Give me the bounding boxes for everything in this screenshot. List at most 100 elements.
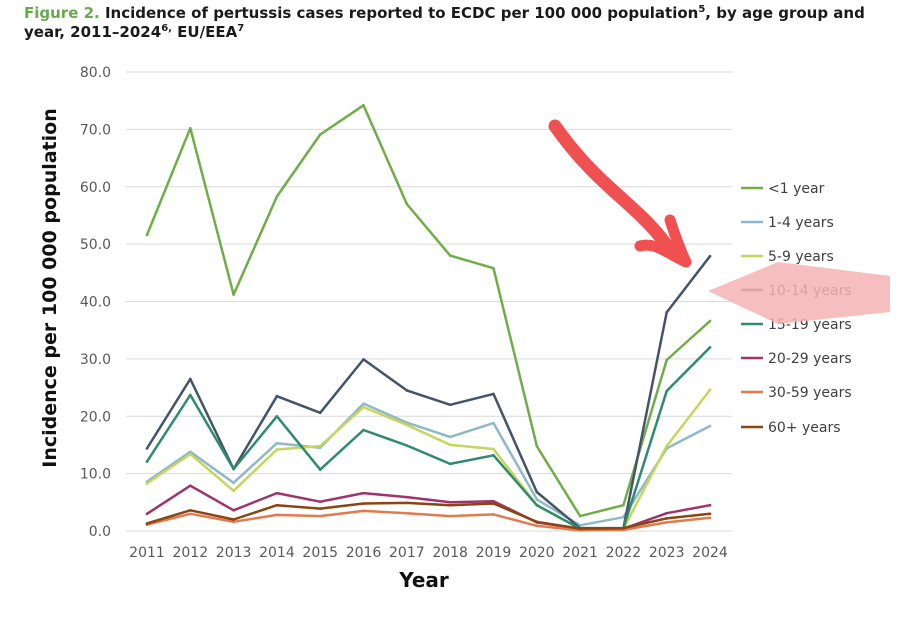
legend-label: <1 year — [768, 181, 825, 197]
data-point — [232, 467, 235, 471]
data-point — [275, 513, 279, 517]
data-point — [665, 517, 668, 520]
data-point — [578, 514, 582, 518]
data-point — [362, 405, 365, 409]
data-point — [492, 266, 495, 270]
y-tick-label: 10.0 — [80, 467, 111, 483]
legend-label: 30-59 years — [768, 385, 852, 401]
data-point — [708, 516, 712, 520]
legend-label: 1-4 years — [768, 215, 834, 231]
x-tick-label: 2022 — [606, 545, 642, 561]
data-point — [318, 514, 322, 518]
x-tick-label: 2016 — [346, 545, 382, 561]
data-point — [145, 233, 149, 237]
data-point — [622, 515, 625, 519]
data-point — [275, 195, 279, 198]
data-point — [405, 495, 409, 499]
data-point — [665, 511, 668, 515]
y-tick-label: 70.0 — [80, 122, 111, 138]
data-point — [362, 103, 365, 107]
data-point — [448, 462, 452, 466]
series-lines — [145, 103, 712, 532]
x-tick-label: 2012 — [172, 545, 208, 561]
data-point — [362, 502, 365, 505]
data-point — [708, 424, 712, 428]
data-point — [318, 500, 322, 504]
series-line-7 — [145, 501, 712, 530]
x-tick-label: 2023 — [649, 545, 685, 561]
data-point — [189, 509, 192, 512]
data-point — [362, 358, 365, 361]
y-axis-ticks: 0.0 10.0 20.0 30.0 40.0 50.0 60.0 70.0 80.0 — [80, 65, 111, 540]
data-point — [232, 293, 235, 296]
data-point — [535, 503, 539, 507]
x-tick-label: 2013 — [216, 545, 252, 561]
x-tick-label: 2015 — [302, 545, 338, 561]
caption-footnote-2: 6, — [161, 23, 172, 34]
data-point — [318, 468, 322, 471]
y-axis-label: Incidence per 100 000 population — [39, 108, 61, 467]
data-point — [189, 126, 192, 130]
data-point — [189, 377, 192, 381]
x-tick-label: 2024 — [692, 545, 728, 561]
data-point — [448, 254, 452, 257]
data-point — [362, 428, 365, 432]
x-tick-label: 2019 — [476, 545, 512, 561]
x-tick-label: 2011 — [129, 545, 165, 561]
data-point — [708, 346, 712, 349]
data-point — [145, 522, 149, 525]
highlight-arrow-shape — [708, 262, 890, 324]
data-point — [189, 450, 192, 454]
data-point — [492, 392, 495, 396]
series-line-1 — [145, 402, 712, 527]
data-point — [448, 403, 452, 407]
series-line-0 — [145, 104, 712, 518]
data-point — [578, 527, 582, 531]
data-point — [232, 489, 235, 493]
data-point — [405, 421, 409, 424]
caption-footnote-3: 7 — [237, 23, 245, 34]
y-tick-label: 80.0 — [80, 65, 111, 81]
data-point — [232, 520, 235, 524]
data-point — [318, 133, 322, 136]
caption-text-2: , by age group and year, 2011–2024 — [24, 4, 865, 41]
x-tick-label: 2020 — [519, 545, 555, 561]
x-tick-label: 2017 — [389, 545, 425, 561]
data-point — [535, 444, 539, 448]
data-point — [708, 388, 712, 392]
gridlines — [126, 71, 732, 532]
data-point — [189, 393, 192, 397]
y-tick-label: 0.0 — [89, 524, 111, 540]
y-tick-label: 30.0 — [80, 352, 111, 368]
data-point — [665, 389, 668, 393]
data-point — [145, 460, 149, 463]
x-tick-label: 2014 — [259, 545, 295, 561]
figure-caption: Figure 2. Incidence of pertussis cases r… — [24, 4, 884, 42]
data-point — [275, 491, 279, 495]
hand-drawn-arrow — [548, 119, 677, 257]
data-point — [275, 394, 279, 398]
data-point — [405, 444, 409, 447]
data-point — [492, 447, 495, 451]
x-tick-label: 2021 — [562, 545, 598, 561]
data-point — [492, 453, 495, 457]
x-axis-label: Year — [398, 568, 449, 592]
data-point — [318, 444, 322, 448]
data-point — [362, 402, 365, 405]
y-tick-label: 50.0 — [80, 237, 111, 253]
data-point — [665, 521, 668, 524]
data-point — [275, 414, 279, 418]
data-point — [448, 501, 452, 504]
data-point — [708, 319, 712, 323]
data-point — [708, 503, 712, 507]
data-point — [232, 481, 235, 485]
data-point — [405, 501, 409, 505]
data-point — [232, 509, 235, 512]
data-point — [448, 503, 452, 507]
legend-label: 60+ years — [768, 420, 841, 436]
data-point — [492, 513, 495, 516]
x-axis-ticks: 2011 2012 2013 2014 2015 2016 2017 2018 2019 2020… — [129, 545, 728, 561]
data-point — [492, 499, 495, 503]
figure-label: Figure 2. — [24, 4, 100, 22]
